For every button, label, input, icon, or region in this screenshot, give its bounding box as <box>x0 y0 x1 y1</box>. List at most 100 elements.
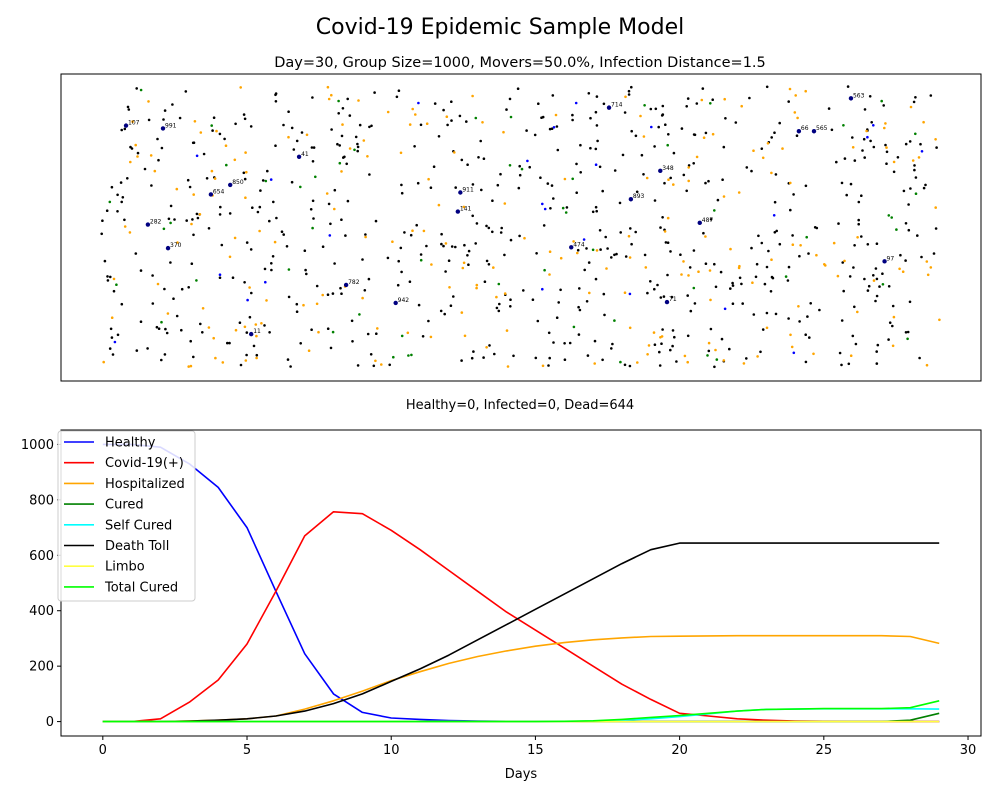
scatter-point-black <box>860 235 863 238</box>
scatter-point-black <box>243 281 246 284</box>
scatter-point-black <box>180 328 183 332</box>
scatter-point-black <box>427 319 430 323</box>
scatter-point-orange <box>659 336 662 339</box>
scatter-point-black <box>234 122 237 126</box>
scatter-point-black <box>704 181 707 185</box>
scatter-point-black <box>765 311 769 315</box>
scatter-point-orange <box>523 236 526 240</box>
scatter-point-black <box>670 295 674 299</box>
scatter-point-black <box>649 280 652 283</box>
scatter-point-black <box>778 242 782 246</box>
scatter-point-black <box>786 279 790 282</box>
scatter-point-black <box>842 289 845 293</box>
scatter-point-orange <box>112 277 116 281</box>
scatter-point-black <box>356 149 360 153</box>
scatter-point-black <box>101 219 104 222</box>
scatter-point-black <box>219 205 222 209</box>
scatter-point-black <box>595 209 598 213</box>
scatter-point-black <box>913 164 916 167</box>
scatter-point-black <box>151 302 155 305</box>
scatter-point-black <box>594 110 598 114</box>
scatter-point-black <box>853 244 856 247</box>
scatter-point-black <box>552 341 555 344</box>
scatter-point-orange <box>128 231 132 234</box>
scatter-point-black <box>568 341 572 345</box>
scatter-point-orange <box>832 241 836 245</box>
scatter-point-black <box>287 110 290 113</box>
scatter-point-black <box>669 250 672 253</box>
scatter-point-black <box>578 287 581 290</box>
scatter-point-black <box>795 134 799 137</box>
scatter-point-black <box>634 230 637 234</box>
scatter-point-black <box>326 327 330 331</box>
scatter-point-black <box>704 131 708 135</box>
scatter-labeled-point <box>848 96 854 101</box>
scatter-point-orange <box>215 129 218 133</box>
scatter-point-green <box>666 143 669 147</box>
scatter-point-black <box>595 95 599 98</box>
scatter-point-blue <box>417 101 420 105</box>
scatter-point-black <box>189 339 192 343</box>
scatter-point-black <box>195 212 199 216</box>
scatter-point-black <box>483 280 487 284</box>
scatter-point-black <box>329 346 333 350</box>
scatter-point-black <box>906 330 910 334</box>
scatter-point-black <box>351 340 354 343</box>
scatter-point-orange <box>437 203 441 207</box>
scatter-point-black <box>440 232 443 236</box>
scatter-point-blue <box>582 238 586 241</box>
scatter-point-black <box>752 313 756 316</box>
scatter-point-black <box>110 336 114 339</box>
scatter-point-label: 942 <box>398 297 410 304</box>
scatter-point-black <box>187 286 190 289</box>
scatter-point-black <box>119 181 123 184</box>
scatter-point-black <box>679 253 682 256</box>
scatter-point-black <box>218 213 222 216</box>
scatter-point-green <box>543 268 546 272</box>
scatter-point-black <box>713 262 716 266</box>
scatter-point-black <box>634 134 638 138</box>
scatter-point-black <box>774 312 778 316</box>
scatter-point-black <box>249 125 253 128</box>
scatter-point-black <box>157 327 161 331</box>
scatter-point-black <box>615 252 618 256</box>
scatter-point-black <box>771 276 775 280</box>
scatter-point-black <box>188 185 192 189</box>
x-axis-label: Days <box>505 767 538 782</box>
scatter-point-green <box>225 163 228 167</box>
scatter-point-black <box>922 186 926 190</box>
scatter-point-orange <box>639 114 642 118</box>
scatter-point-black <box>388 363 392 367</box>
scatter-point-black <box>804 184 808 188</box>
scatter-labeled-point <box>628 197 634 202</box>
scatter-point-orange <box>751 281 754 285</box>
scatter-labeled-point <box>123 123 129 128</box>
scatter-point-black <box>342 156 345 159</box>
scatter-point-black <box>289 365 292 368</box>
scatter-point-black <box>108 347 112 350</box>
scatter-point-black <box>175 314 179 318</box>
scatter-point-black <box>866 243 870 246</box>
scatter-point-green <box>314 175 317 179</box>
scatter-point-black <box>338 144 342 147</box>
scatter-point-black <box>918 356 921 360</box>
scatter-point-black <box>368 125 371 129</box>
scatter-point-black <box>775 229 778 233</box>
scatter-point-green <box>715 358 719 361</box>
scatter-point-black <box>228 341 231 345</box>
scatter-point-black <box>761 328 765 331</box>
scatter-point-black <box>707 179 710 183</box>
scatter-point-black <box>397 259 401 263</box>
scatter-point-orange <box>707 341 711 345</box>
scatter-point-orange <box>576 251 579 255</box>
scatter-point-black <box>299 342 303 345</box>
scatter-point-black <box>613 253 616 257</box>
scatter-point-black <box>680 127 684 130</box>
scatter-point-orange <box>624 95 627 99</box>
scatter-point-black <box>888 321 892 325</box>
scatter-point-black <box>878 285 881 288</box>
scatter-point-orange <box>255 334 258 338</box>
scatter-point-black <box>287 295 291 299</box>
scatter-point-black <box>341 107 345 110</box>
x-tick-label: 20 <box>671 743 688 758</box>
